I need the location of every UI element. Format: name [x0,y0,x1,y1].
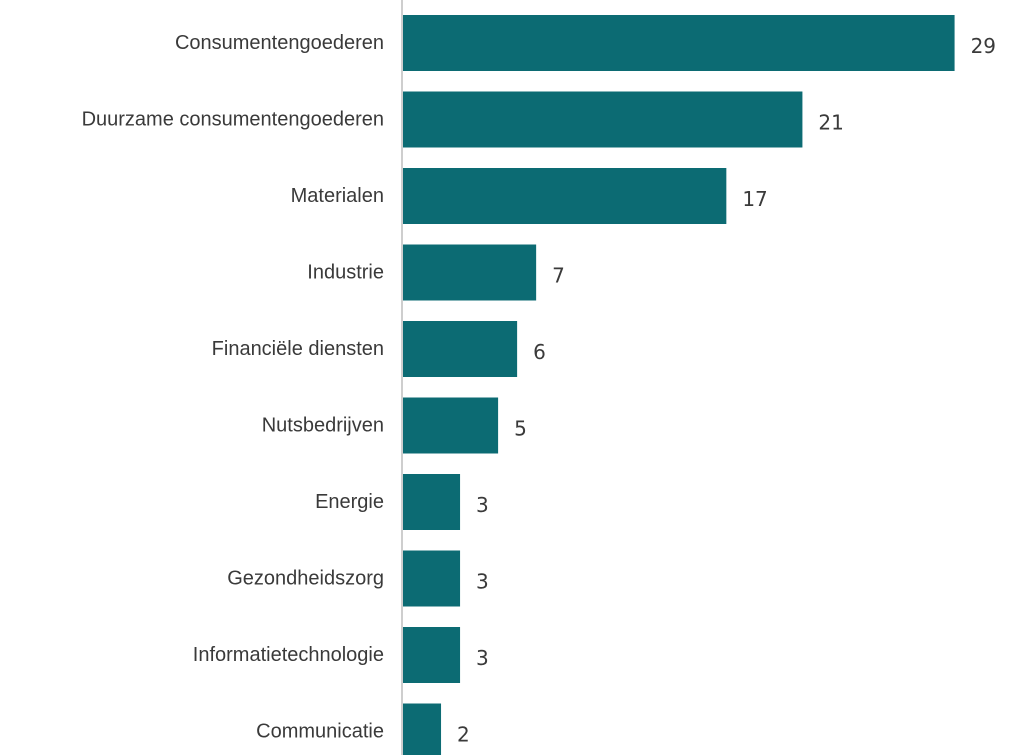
value-label: 21 [818,111,843,135]
category-label: Duurzame consumentengoederen [82,109,384,131]
category-label: Communicatie [256,721,384,743]
bar [403,168,727,224]
category-label: Financiële diensten [212,338,384,360]
category-label: Gezondheidszorg [227,568,384,590]
category-labels-group: Consumentengoederen Duurzame consumenteng… [82,32,384,743]
value-label: 5 [514,417,527,441]
bar [403,397,499,454]
category-label: Consumentengoederen [175,32,384,54]
category-label: Nutsbedrijven [262,415,384,437]
category-label: Materialen [291,185,384,207]
bar [403,244,537,301]
value-label: 29 [971,34,996,58]
bars-group [403,15,955,755]
value-labels-group: 29 21 17 7 6 5 3 3 3 2 [457,34,996,747]
category-label: Energie [315,491,384,513]
bar [403,474,461,530]
value-label: 2 [457,723,470,747]
bar [403,550,461,607]
bar [403,703,442,755]
value-label: 3 [476,570,489,594]
bar [403,91,803,148]
value-label: 6 [533,340,546,364]
category-label: Industrie [307,262,384,284]
category-label: Informatietechnologie [193,644,384,666]
bar [403,15,955,71]
bar [403,627,461,683]
value-label: 7 [552,264,565,288]
bar [403,321,518,377]
value-label: 3 [476,493,489,517]
value-label: 17 [742,187,767,211]
value-label: 3 [476,646,489,670]
